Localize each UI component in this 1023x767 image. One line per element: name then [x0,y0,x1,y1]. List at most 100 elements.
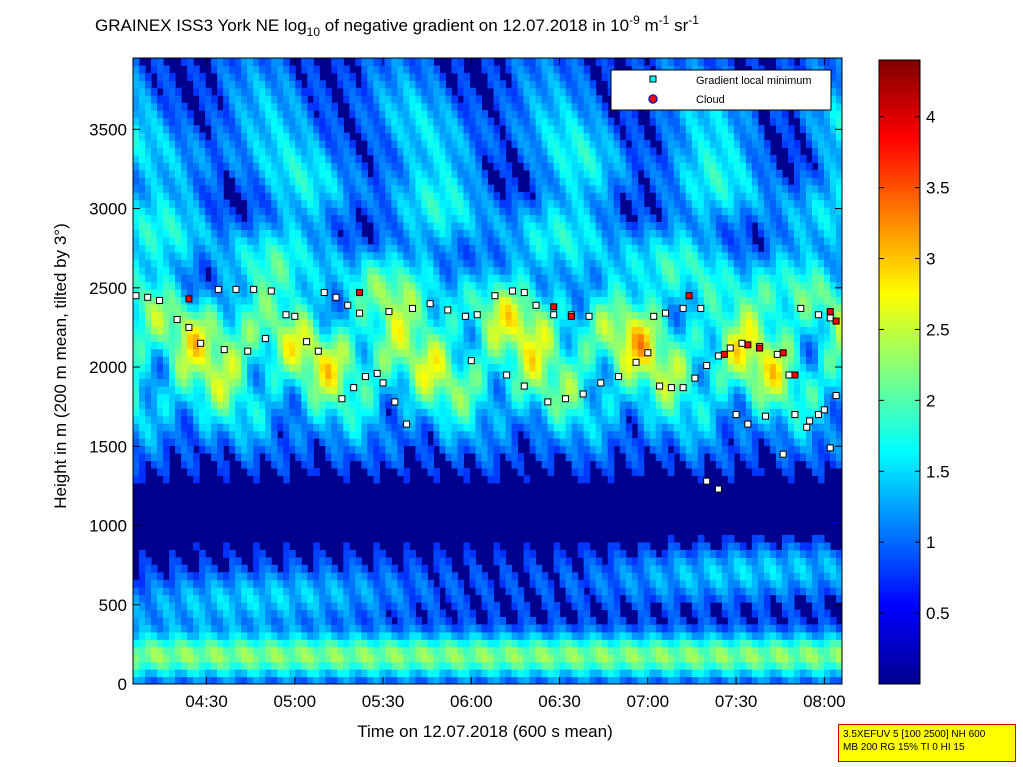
heatmap-cell [565,430,573,439]
heatmap-cell [379,132,386,141]
heatmap-cell [355,296,362,305]
heatmap-cell [529,207,537,216]
heatmap-cell [379,408,386,417]
heatmap-cell [565,147,573,156]
heatmap-cell [379,296,386,305]
heatmap-cell [241,333,248,342]
heatmap-cell [499,348,507,357]
heatmap-cell [397,281,404,290]
heatmap-cell [481,430,489,439]
heatmap-cell [349,400,356,409]
heatmap-cell [541,72,549,81]
heatmap-cell [523,162,531,171]
heatmap-cell [493,549,501,558]
heatmap-cell [511,572,519,581]
heatmap-cell [187,58,194,67]
heatmap-cell [373,557,380,566]
heatmap-cell [457,303,465,312]
heatmap-cell [229,363,236,372]
heatmap-cell [283,110,290,119]
heatmap-cell [523,154,531,163]
heatmap-cell [391,192,398,201]
heatmap-cell [217,274,224,283]
heatmap-cell [349,430,356,439]
heatmap-cell [463,423,471,432]
heatmap-cell [313,408,320,417]
heatmap-cell [349,207,356,216]
heatmap-cell [271,423,278,432]
heatmap-cell [193,214,200,223]
heatmap-cell [385,229,392,238]
heatmap-cell [529,549,537,558]
heatmap-cell [463,95,471,104]
heatmap-cell [493,445,501,454]
heatmap-cell [391,602,398,611]
heatmap-cell [271,318,278,327]
heatmap-cell [163,80,170,89]
heatmap-cell [451,229,459,238]
heatmap-cell [487,236,495,245]
heatmap-cell [175,199,182,208]
heatmap-cell [367,333,374,342]
heatmap-cell [445,326,453,335]
heatmap-cell [361,572,368,581]
heatmap-cell [193,542,200,551]
heatmap-cell [553,616,561,625]
heatmap-cell [223,58,230,67]
heatmap-cell [367,311,374,320]
heatmap-cell [217,572,224,581]
heatmap-cell [211,102,218,111]
heatmap-cell [523,58,531,67]
heatmap-cell [199,102,206,111]
heatmap-cell [343,199,350,208]
heatmap-cell [169,639,176,648]
heatmap-cell [487,281,495,290]
heatmap-cell [475,236,483,245]
heatmap-cell [223,221,230,230]
heatmap-cell [499,423,507,432]
heatmap-cell [145,624,152,633]
heatmap-cell [199,281,206,290]
heatmap-cell [151,445,158,454]
heatmap-cell [337,296,344,305]
heatmap-cell [403,214,410,223]
heatmap-cell [325,587,332,596]
heatmap-cell [409,154,416,163]
heatmap-cell [355,579,362,588]
heatmap-cell [427,259,435,268]
heatmap-cell [457,371,465,380]
heatmap-cell [181,423,188,432]
heatmap-cell [427,95,435,104]
heatmap-cell [439,102,447,111]
heatmap-cell [373,587,380,596]
heatmap-cell [571,408,579,417]
heatmap-cell [523,214,531,223]
heatmap-cell [259,445,266,454]
heatmap-cell [265,371,272,380]
heatmap-cell [187,199,194,208]
heatmap-cell [349,624,356,633]
heatmap-cell [421,348,429,357]
heatmap-cell [271,110,278,119]
heatmap-cell [571,341,579,350]
heatmap-cell [529,631,537,640]
heatmap-cell [475,303,483,312]
heatmap-cell [307,624,314,633]
heatmap-cell [211,438,218,447]
heatmap-cell [415,154,423,163]
heatmap-cell [295,169,302,178]
heatmap-cell [493,199,501,208]
heatmap-cell [211,572,218,581]
heatmap-cell [217,318,224,327]
heatmap-cell [559,229,567,238]
heatmap-cell [367,147,374,156]
heatmap-cell [157,579,164,588]
heatmap-cell [475,564,483,573]
heatmap-cell [169,154,176,163]
heatmap-cell [325,169,332,178]
heatmap-cell [415,289,423,298]
heatmap-cell [403,274,410,283]
heatmap-cell [163,207,170,216]
heatmap-cell [373,102,380,111]
heatmap-cell [499,408,507,417]
